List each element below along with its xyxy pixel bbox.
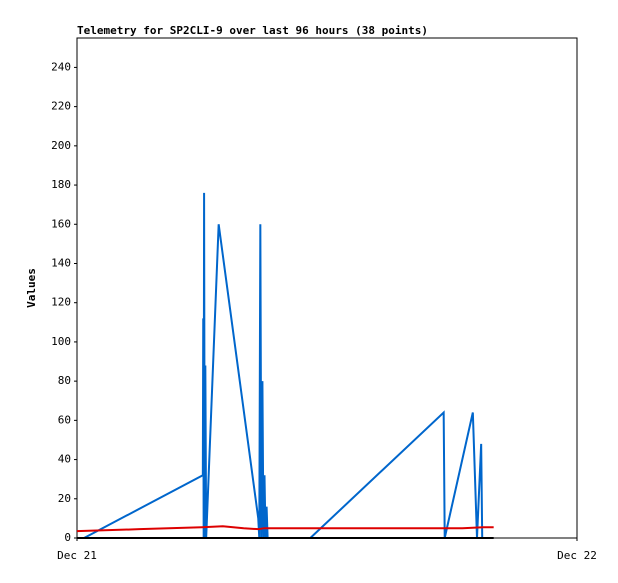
y-tick-label: 180 (51, 178, 71, 191)
y-tick-label: 100 (51, 335, 71, 348)
x-tick-label: Dec 21 (57, 549, 97, 562)
series-line (76, 525, 494, 533)
y-tick-label: 220 (51, 100, 71, 113)
y-tick-label: 120 (51, 296, 71, 309)
x-tick-label: Dec 22 (557, 549, 597, 562)
y-tick-label: 160 (51, 217, 71, 230)
y-tick-label: 80 (58, 374, 71, 387)
y-tick-label: 20 (58, 492, 71, 505)
chart-title: Telemetry for SP2CLI-9 over last 96 hour… (77, 24, 428, 37)
y-tick-label: 240 (51, 60, 71, 73)
y-tick-label: 0 (64, 531, 71, 544)
y-tick-label: 60 (58, 413, 71, 426)
y-tick-label: 200 (51, 139, 71, 152)
series-line (83, 192, 484, 539)
y-tick-label: 140 (51, 256, 71, 269)
y-tick-label: 40 (58, 453, 71, 466)
y-axis-label: Values (25, 268, 38, 308)
